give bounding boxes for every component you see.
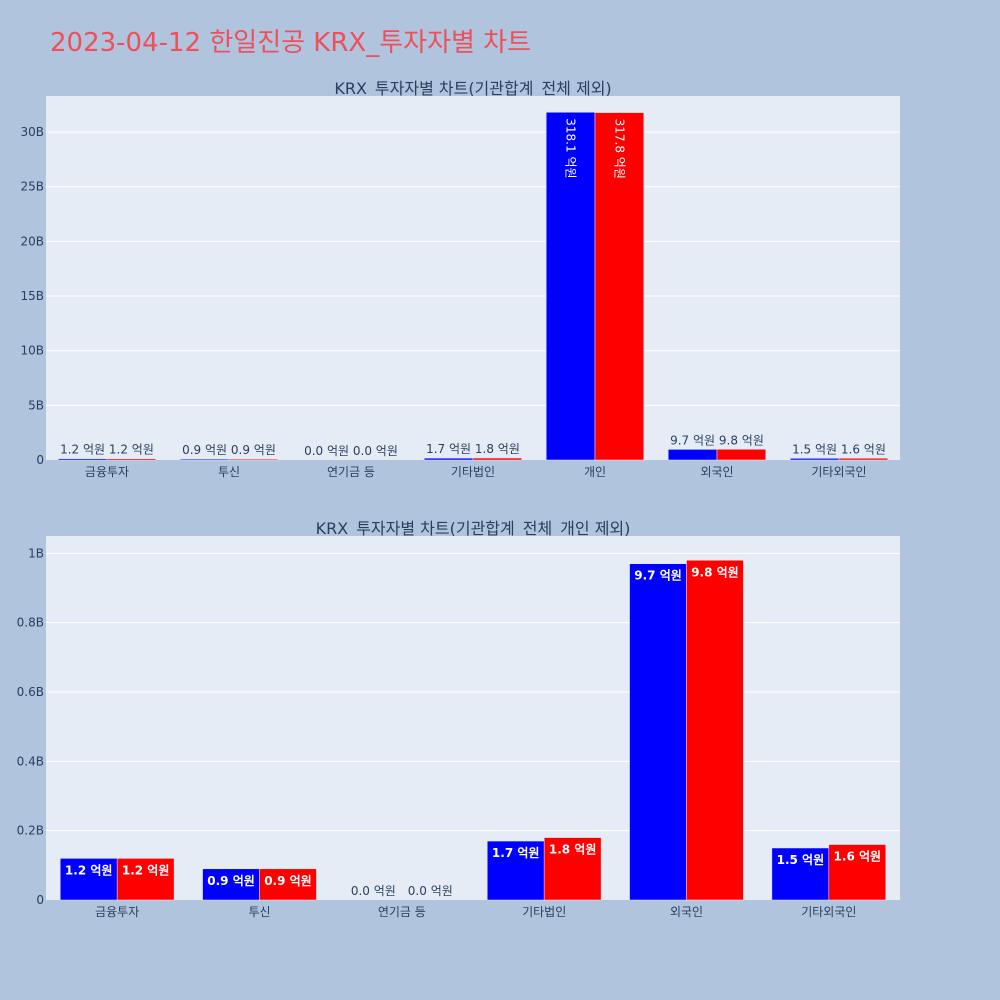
bar [472, 457, 523, 461]
bar [57, 458, 108, 461]
bar [789, 458, 840, 461]
bar [686, 560, 744, 901]
data-label: 1.8 억원 [475, 442, 520, 456]
x-tick-label: 금융투자 [95, 905, 139, 919]
data-label: 9.7 억원 [634, 569, 682, 583]
bar [116, 858, 175, 901]
x-tick-label: 외국인 [700, 465, 733, 479]
bar [259, 868, 317, 901]
bar [545, 112, 596, 461]
data-label: 317.8 억원 [612, 119, 626, 179]
data-label: 1.7 억원 [426, 442, 471, 456]
plot-area [46, 536, 900, 900]
data-label: 9.7 억원 [670, 433, 715, 447]
bar [423, 457, 474, 461]
data-label: 1.5 억원 [792, 442, 837, 456]
bar [629, 563, 687, 901]
chart-title: KRX_투자자별 차트(기관합계_전체_개인 제외) [316, 519, 631, 539]
bar [594, 112, 645, 461]
data-label: 0.0 억원 [353, 444, 398, 458]
data-label: 1.2 억원 [109, 443, 154, 457]
y-tick-label: 10B [20, 344, 44, 358]
bar [543, 837, 602, 901]
x-tick-label: 기타법인 [451, 465, 495, 479]
bar [838, 458, 889, 461]
x-tick-label: 금융투자 [85, 465, 129, 479]
y-tick-label: 0 [36, 453, 44, 467]
x-tick-label: 외국인 [670, 905, 703, 919]
data-label: 1.2 억원 [60, 443, 105, 457]
page-title: 2023-04-12 한일진공 KRX_투자자별 차트 [50, 28, 532, 58]
data-label: 1.5 억원 [777, 853, 825, 867]
data-label: 9.8 억원 [719, 433, 764, 447]
data-label: 0.9 억원 [182, 443, 227, 457]
y-tick-label: 5B [28, 398, 44, 412]
bar [716, 449, 767, 461]
data-label: 1.2 억원 [122, 863, 170, 877]
y-tick-label: 0.4B [17, 754, 44, 768]
x-tick-label: 투신 [218, 465, 240, 479]
y-tick-label: 0.8B [17, 616, 44, 630]
y-tick-label: 0 [36, 893, 44, 907]
y-tick-label: 15B [20, 289, 44, 303]
bar [106, 458, 157, 461]
data-label: 0.0 억원 [304, 444, 349, 458]
x-tick-label: 기타외국인 [801, 905, 856, 919]
chart-excluding-individual-svg: KRX_투자자별 차트(기관합계_전체_개인 제외) 0 0.2B 0.4B 0.6B 0… [17, 519, 900, 919]
bar [771, 847, 830, 901]
data-label: 0.9 억원 [207, 874, 255, 888]
data-label: 1.8 억원 [549, 843, 597, 857]
y-tick-label: 0.2B [17, 824, 44, 838]
y-tick-label: 30B [20, 125, 44, 139]
data-label: 0.9 억원 [264, 874, 312, 888]
chart-all-investors: KRX_투자자별 차트(기관합계_전체 제외) 0 5B 10B 15B 20B 25B 30… [0, 70, 1000, 490]
data-label: 0.9 억원 [231, 443, 276, 457]
plot-area [46, 96, 900, 460]
data-label: 1.7 억원 [492, 846, 540, 860]
x-tick-label: 기타법인 [522, 905, 566, 919]
chart-title: KRX_투자자별 차트(기관합계_전체 제외) [334, 79, 611, 99]
x-tick-label: 기타외국인 [811, 465, 866, 479]
bar [59, 858, 118, 901]
bar [228, 458, 279, 461]
chart-excluding-individual: KRX_투자자별 차트(기관합계_전체_개인 제외) 0 0.2B 0.4B 0.6B 0… [0, 510, 1000, 930]
data-label: 318.1 억원 [564, 118, 578, 178]
data-label: 0.0 억원 [351, 884, 396, 898]
data-label: 9.8 억원 [691, 565, 739, 579]
x-tick-label: 연기금 등 [327, 465, 375, 479]
y-tick-label: 1B [28, 546, 44, 560]
bar [179, 458, 230, 461]
x-tick-label: 투신 [248, 905, 270, 919]
x-tick-label: 개인 [584, 465, 606, 479]
y-tick-label: 20B [20, 234, 44, 248]
x-tick-label: 연기금 등 [378, 905, 426, 919]
data-label: 1.6 억원 [834, 850, 882, 864]
data-label: 1.6 억원 [841, 442, 886, 456]
bar [667, 449, 718, 461]
y-tick-label: 0.6B [17, 685, 44, 699]
chart-all-investors-svg: KRX_투자자별 차트(기관합계_전체 제외) 0 5B 10B 15B 20B 25B 30… [20, 79, 900, 479]
data-label: 1.2 억원 [65, 863, 113, 877]
y-tick-label: 25B [20, 180, 44, 194]
data-label: 0.0 억원 [408, 884, 453, 898]
bar [828, 844, 887, 901]
bar [202, 868, 260, 901]
